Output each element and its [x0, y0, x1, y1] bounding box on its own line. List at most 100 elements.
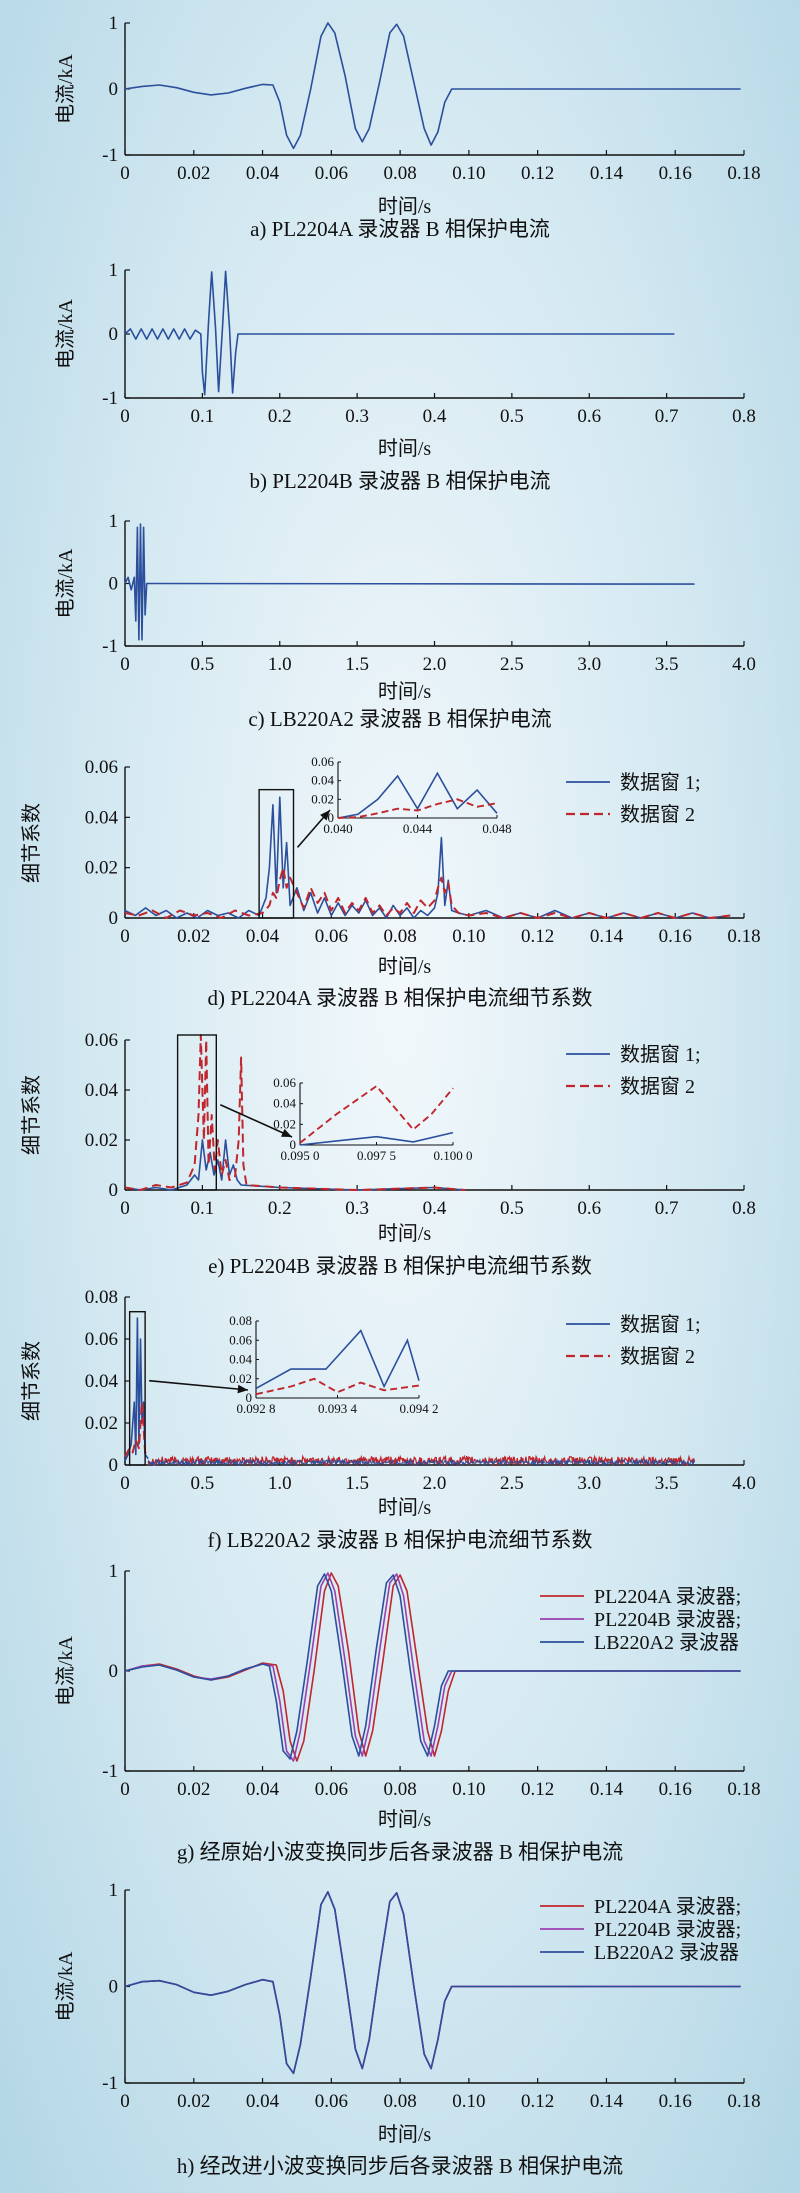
chart-caption: c) LB220A2 录波器 B 相保护电流: [248, 707, 551, 731]
x-tick-label: 0.12: [521, 1779, 554, 1800]
y-tick-label: 0.02: [85, 858, 118, 879]
y-axis-label: 细节系数: [20, 803, 43, 883]
inset-plot: 0.040 0.044 0.048 0 0.02 0.04 0.06: [311, 754, 511, 836]
x-tick-label: 0.14: [590, 1779, 624, 1800]
series-line-2: [124, 1401, 150, 1458]
inset-series-line-2: [255, 1377, 420, 1396]
x-tick-label: 0.16: [659, 2091, 692, 2112]
y-tick-label: 0: [109, 324, 119, 345]
x-tick-label: 0.5: [191, 654, 215, 675]
legend: PL2204A 录波器;PL2204B 录波器;LB220A2 录波器: [540, 1585, 741, 1654]
y-axis-label: 细节系数: [20, 1341, 43, 1421]
inset-x-tick-label: 0.093 4: [318, 1401, 358, 1416]
y-tick-label: 0: [109, 1661, 119, 1682]
legend-label: 数据窗 1;: [620, 771, 701, 794]
x-tick-label: 0.10: [452, 1779, 485, 1800]
series-line-3: [124, 1891, 741, 2075]
inset-x-tick-label: 0.100 0: [434, 1148, 473, 1163]
y-axis-label: 电流/kA: [54, 298, 77, 369]
y-tick-label: 0: [109, 1455, 119, 1476]
x-axis-label: 时间/s: [378, 1808, 432, 1831]
x-tick-label: 0: [120, 926, 130, 947]
inset-x-tick-label: 0.040: [323, 821, 352, 836]
x-tick-label: 0.06: [315, 1779, 348, 1800]
x-axis-label: 时间/s: [378, 437, 432, 460]
x-tick-label: 0.04: [246, 2091, 280, 2112]
zoom-arrow-head: [320, 810, 330, 821]
x-tick-label: 0.6: [577, 1198, 601, 1219]
x-tick-label: 0.10: [452, 2091, 485, 2112]
x-tick-label: 0.08: [383, 926, 416, 947]
y-axis-label: 细节系数: [20, 1075, 43, 1155]
y-tick-label: 0.06: [85, 1030, 118, 1051]
series-line-1: [124, 1317, 149, 1462]
x-axis-label: 时间/s: [378, 1496, 432, 1519]
y-tick-label: 0.04: [85, 807, 119, 828]
legend-label: 数据窗 2: [620, 1345, 695, 1368]
x-tick-label: 0.06: [315, 163, 348, 184]
x-tick-label: 2.0: [423, 1473, 447, 1494]
zoom-arrow-head: [281, 1128, 292, 1137]
x-tick-label: 0: [120, 2091, 130, 2112]
zoom-arrow: [149, 1379, 249, 1391]
inset-x-tick-label: 0.094 2: [400, 1401, 439, 1416]
x-tick-label: 0.02: [177, 926, 210, 947]
inset-y-tick-label: 0: [328, 810, 335, 825]
inset-y-tick-label: 0.08: [229, 1313, 252, 1328]
y-tick-label: 0.08: [85, 1287, 118, 1308]
x-tick-label: 0.10: [452, 926, 485, 947]
inset-y-tick-label: 0.06: [229, 1332, 252, 1347]
y-tick-label: 0: [109, 908, 119, 929]
y-axis-label: 电流/kA: [54, 53, 77, 124]
x-tick-label: 0.6: [577, 406, 601, 427]
x-tick-label: 0.10: [452, 163, 485, 184]
legend: 数据窗 1; 数据窗 2: [566, 1043, 701, 1098]
x-tick-label: 0.06: [315, 2091, 348, 2112]
y-tick-label: -1: [102, 636, 118, 657]
x-tick-label: 4.0: [732, 654, 756, 675]
chart-caption: b) PL2204B 录波器 B 相保护电流: [249, 469, 550, 493]
chart-b: 0 0.1 0.2 0.3 0.4 0.5 0.6 0.7 0.8-101时间/s电流/kAb)…: [54, 260, 756, 493]
y-tick-label: 0: [109, 574, 119, 595]
x-axis-label: 时间/s: [378, 680, 432, 703]
inset-y-tick-label: 0.04: [229, 1352, 252, 1367]
y-tick-label: 0.04: [85, 1371, 119, 1392]
x-tick-label: 2.0: [423, 654, 447, 675]
chart-g: 0 0.02 0.04 0.06 0.08 0.10 0.12 0.14 0.16 0.18-10…: [54, 1561, 761, 1864]
y-tick-label: 0.02: [85, 1130, 118, 1151]
inset-x-tick-label: 0.097 5: [357, 1148, 396, 1163]
y-tick-label: -1: [102, 2073, 118, 2094]
x-axis-label: 时间/s: [378, 1222, 432, 1245]
inset-y-tick-label: 0.04: [273, 1096, 296, 1111]
y-tick-label: 1: [109, 1880, 119, 1901]
legend-label: PL2204A 录波器;: [594, 1585, 741, 1608]
chart-caption: f) LB220A2 录波器 B 相保护电流细节系数: [208, 1528, 593, 1552]
inset-y-tick-label: 0: [246, 1390, 253, 1405]
x-tick-label: 0: [120, 406, 130, 427]
x-tick-label: 0.1: [191, 406, 215, 427]
y-tick-label: 0.02: [85, 1413, 118, 1434]
x-tick-label: 0: [120, 163, 130, 184]
x-tick-label: 0.04: [246, 1779, 280, 1800]
x-tick-label: 0.5: [191, 1473, 215, 1494]
zoom-arrow-head: [237, 1384, 248, 1394]
series-line-2: [124, 1034, 466, 1191]
y-tick-label: 1: [109, 260, 119, 281]
y-axis-label: 电流/kA: [54, 1951, 77, 2022]
x-tick-label: 0.3: [345, 1198, 369, 1219]
inset-x-tick-label: 0.092 8: [237, 1401, 276, 1416]
series-line-1: [124, 796, 731, 919]
chart-d: 0 0.02 0.04 0.06 0.08 0.10 0.12 0.14 0.16 0.1800.…: [20, 754, 761, 1010]
x-tick-label: 0.04: [246, 926, 280, 947]
x-tick-label: 0: [120, 1779, 130, 1800]
x-tick-label: 3.0: [577, 1473, 601, 1494]
inset-plot: 0.095 0 0.097 5 0.100 0 0 0.02 0.04 0.06: [273, 1075, 472, 1163]
x-tick-label: 0: [120, 1473, 130, 1494]
x-tick-label: 0.02: [177, 2091, 210, 2112]
series-line-1: [124, 270, 675, 396]
x-axis-label: 时间/s: [378, 955, 432, 978]
inset-series-line-1: [299, 1131, 454, 1146]
x-tick-label: 0.16: [659, 163, 692, 184]
legend-label: 数据窗 1;: [620, 1313, 701, 1336]
inset-x-tick-label: 0.044: [403, 821, 433, 836]
